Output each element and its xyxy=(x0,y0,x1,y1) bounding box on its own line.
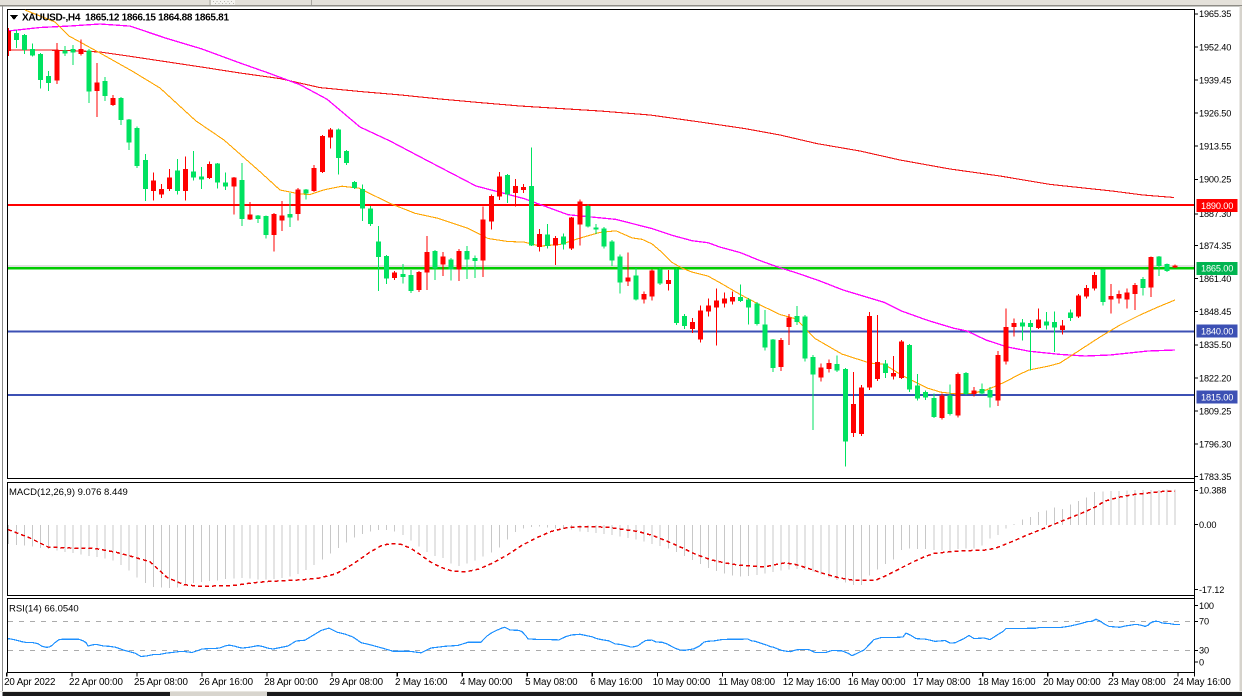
svg-text:100: 100 xyxy=(1199,601,1214,611)
svg-text:24 May 16:00: 24 May 16:00 xyxy=(1173,677,1231,688)
svg-text:1939.45: 1939.45 xyxy=(1199,75,1231,85)
svg-text:6 May 16:00: 6 May 16:00 xyxy=(590,677,643,688)
svg-text:1835.50: 1835.50 xyxy=(1199,340,1231,350)
svg-text:XAUUSD-,H4 1865.12 1866.15 18: XAUUSD-,H4 1865.12 1866.15 1864.88 1865.… xyxy=(22,13,229,24)
svg-text:1926.50: 1926.50 xyxy=(1199,109,1231,119)
svg-text:26 Apr 16:00: 26 Apr 16:00 xyxy=(199,677,253,688)
svg-text:10.388: 10.388 xyxy=(1199,486,1226,496)
svg-text:18 May 16:00: 18 May 16:00 xyxy=(978,677,1036,688)
svg-text:1887.30: 1887.30 xyxy=(1199,209,1231,219)
svg-text:1796.30: 1796.30 xyxy=(1199,440,1231,450)
svg-text:70: 70 xyxy=(1199,617,1209,627)
svg-text:20 May 00:00: 20 May 00:00 xyxy=(1043,677,1101,688)
svg-text:11 May 08:00: 11 May 08:00 xyxy=(718,677,776,688)
svg-text:1815.00: 1815.00 xyxy=(1201,393,1233,403)
svg-text:1848.45: 1848.45 xyxy=(1199,307,1231,317)
svg-text:1865.00: 1865.00 xyxy=(1201,264,1233,274)
svg-text:2 May 16:00: 2 May 16:00 xyxy=(395,677,448,688)
svg-text:10 May 00:00: 10 May 00:00 xyxy=(653,677,711,688)
svg-text:-17.12: -17.12 xyxy=(1199,585,1224,595)
svg-text:12 May 16:00: 12 May 16:00 xyxy=(783,677,841,688)
svg-text:1890.00: 1890.00 xyxy=(1201,201,1233,211)
svg-text:28 Apr 00:00: 28 Apr 00:00 xyxy=(264,677,318,688)
svg-text:23 May 08:00: 23 May 08:00 xyxy=(1108,677,1166,688)
svg-text:1809.25: 1809.25 xyxy=(1199,406,1231,416)
svg-text:29 Apr 08:00: 29 Apr 08:00 xyxy=(329,677,383,688)
svg-text:20 Apr 2022: 20 Apr 2022 xyxy=(4,677,55,688)
svg-text:30: 30 xyxy=(1199,646,1209,656)
svg-text:RSI(14) 66.0540: RSI(14) 66.0540 xyxy=(9,604,79,615)
svg-text:25 Apr 08:00: 25 Apr 08:00 xyxy=(134,677,188,688)
svg-text:1913.55: 1913.55 xyxy=(1199,142,1231,152)
svg-text:1783.35: 1783.35 xyxy=(1199,472,1231,482)
svg-text:1822.20: 1822.20 xyxy=(1199,373,1231,383)
svg-text:16 May 00:00: 16 May 00:00 xyxy=(848,677,906,688)
svg-text:1861.40: 1861.40 xyxy=(1199,274,1231,284)
svg-text:1952.40: 1952.40 xyxy=(1199,42,1231,52)
svg-text:1900.25: 1900.25 xyxy=(1199,175,1231,185)
svg-text:1965.35: 1965.35 xyxy=(1199,9,1231,19)
svg-text:0.00: 0.00 xyxy=(1199,520,1216,530)
svg-text:22 Apr 00:00: 22 Apr 00:00 xyxy=(69,677,123,688)
svg-text:1874.35: 1874.35 xyxy=(1199,241,1231,251)
svg-text:MACD(12,26,9) 9.076 8.449: MACD(12,26,9) 9.076 8.449 xyxy=(9,487,128,498)
svg-text:5 May 08:00: 5 May 08:00 xyxy=(525,677,578,688)
svg-text:1840.00: 1840.00 xyxy=(1201,326,1233,336)
svg-text:0: 0 xyxy=(1199,657,1204,667)
svg-text:17 May 08:00: 17 May 08:00 xyxy=(913,677,971,688)
svg-text:4 May 00:00: 4 May 00:00 xyxy=(460,677,513,688)
